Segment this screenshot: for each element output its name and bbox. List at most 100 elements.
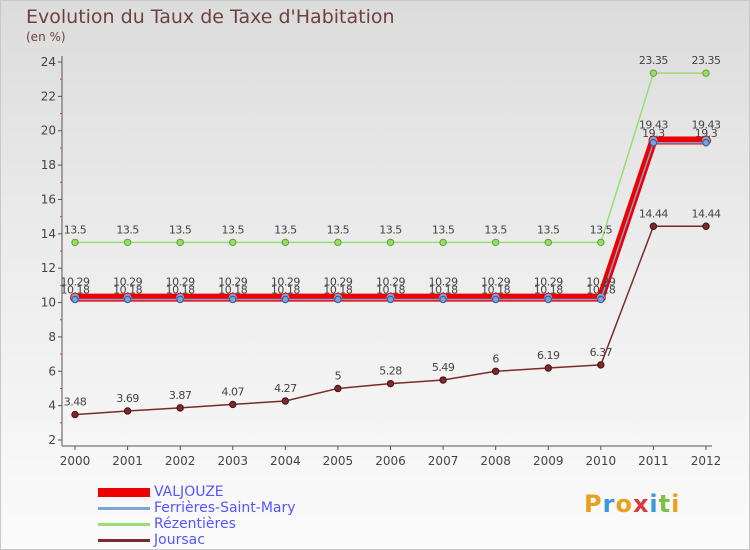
data-label: 10.29 [113, 276, 142, 289]
legend-label: Ferrières-Saint-Mary [154, 500, 296, 516]
y-tick-label: 24 [41, 55, 56, 69]
data-point [649, 69, 658, 77]
data-point [544, 238, 552, 247]
x-tick-label: 2006 [375, 454, 406, 468]
data-label: 3.87 [169, 389, 192, 402]
y-tick-label: 22 [41, 89, 56, 103]
data-point [702, 222, 710, 230]
data-point [491, 367, 500, 375]
data-label: 13.5 [432, 223, 455, 236]
data-label: 10.29 [586, 276, 615, 289]
x-tick-label: 2010 [586, 454, 617, 468]
x-tick-label: 2008 [480, 454, 511, 468]
data-label: 13.5 [64, 223, 87, 236]
data-point [71, 410, 79, 419]
data-label: 10.18 [271, 283, 300, 296]
data-label: 10.18 [166, 283, 195, 296]
data-point [702, 69, 710, 77]
data-label: 10.29 [323, 276, 352, 289]
data-label: 10.18 [61, 283, 90, 296]
data-point [597, 295, 605, 304]
data-label: 19.3 [695, 127, 718, 140]
data-label: 19.43 [639, 119, 668, 132]
data-point [176, 295, 184, 304]
data-point [439, 238, 447, 247]
data-point [334, 295, 342, 304]
data-label: 10.18 [586, 283, 615, 296]
logo-letter: x [632, 490, 650, 518]
data-label: 19.3 [642, 127, 665, 140]
x-tick-label: 2011 [638, 454, 669, 468]
data-point [281, 295, 290, 304]
data-point [176, 238, 184, 247]
x-tick-label: 2000 [60, 454, 91, 468]
data-label: 5 [335, 369, 342, 382]
legend-label: VALJOUZE [154, 484, 224, 500]
data-point [386, 238, 395, 247]
data-label: 14.44 [692, 207, 721, 220]
data-point [491, 238, 500, 247]
data-label: 13.5 [116, 223, 139, 236]
data-label: 10.18 [481, 283, 510, 296]
data-label: 3.48 [64, 396, 87, 409]
data-label: 23.35 [692, 54, 721, 67]
legend-swatch [98, 488, 150, 497]
data-point [281, 238, 290, 247]
data-point [386, 295, 395, 304]
data-label: 10.29 [61, 276, 90, 289]
data-label: 10.18 [429, 283, 458, 296]
data-label: 4.27 [274, 382, 297, 395]
data-point [123, 295, 132, 304]
y-tick-label: 14 [41, 227, 56, 241]
x-tick-label: 2007 [428, 454, 459, 468]
data-label: 10.29 [376, 276, 405, 289]
legend-label: Rézentières [154, 516, 236, 532]
data-label: 3.69 [116, 392, 139, 405]
data-label: 10.18 [218, 283, 247, 296]
y-tick-label: 12 [41, 261, 56, 275]
proxiti-logo: Proxiti [584, 490, 680, 518]
data-label: 10.29 [218, 276, 247, 289]
series-line-valjouze [75, 136, 706, 302]
data-label: 10.18 [376, 283, 405, 296]
data-point [702, 139, 710, 147]
x-tick-label: 2003 [217, 454, 248, 468]
data-point [649, 222, 658, 230]
y-tick-label: 8 [48, 330, 56, 344]
data-label: 13.5 [537, 223, 560, 236]
data-label: 13.5 [169, 223, 192, 236]
x-tick-label: 2005 [323, 454, 354, 468]
data-point [597, 238, 605, 247]
data-point [229, 400, 237, 409]
y-tick-label: 18 [41, 158, 56, 172]
data-point [123, 407, 132, 415]
data-point [334, 238, 342, 247]
data-point [334, 384, 342, 393]
data-label: 10.29 [534, 276, 563, 289]
x-tick-label: 2002 [165, 454, 196, 468]
data-label: 10.29 [481, 276, 510, 289]
data-point [71, 295, 79, 304]
data-label: 13.5 [379, 223, 402, 236]
legend-swatch [98, 539, 150, 542]
data-point [439, 295, 447, 304]
data-label: 13.5 [590, 223, 613, 236]
y-tick-label: 16 [41, 192, 56, 206]
series-line-r-zenti-res [75, 72, 706, 244]
data-point [439, 376, 447, 384]
data-label: 13.5 [327, 223, 350, 236]
x-tick-label: 2004 [270, 454, 301, 468]
data-label: 10.29 [271, 276, 300, 289]
x-tick-label: 2012 [691, 454, 722, 468]
data-label: 10.18 [323, 283, 352, 296]
data-point [123, 238, 132, 247]
data-label: 10.18 [113, 283, 142, 296]
y-tick-label: 6 [48, 364, 56, 378]
data-point [281, 397, 290, 405]
data-point [649, 139, 658, 147]
legend-swatch [98, 507, 150, 510]
x-tick-label: 2009 [533, 454, 564, 468]
data-label: 10.18 [534, 283, 563, 296]
